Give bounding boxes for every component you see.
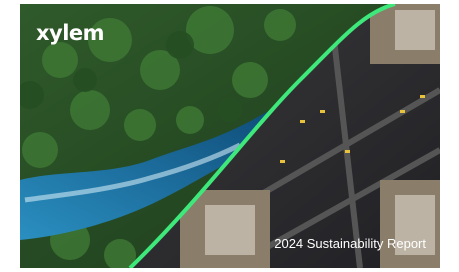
page: xylem 2024 Sustainability Report (() => … <box>0 0 459 272</box>
brand-logo: xylem <box>36 21 104 45</box>
cover: xylem 2024 Sustainability Report <box>0 0 459 272</box>
report-title: 2024 Sustainability Report <box>274 236 426 251</box>
